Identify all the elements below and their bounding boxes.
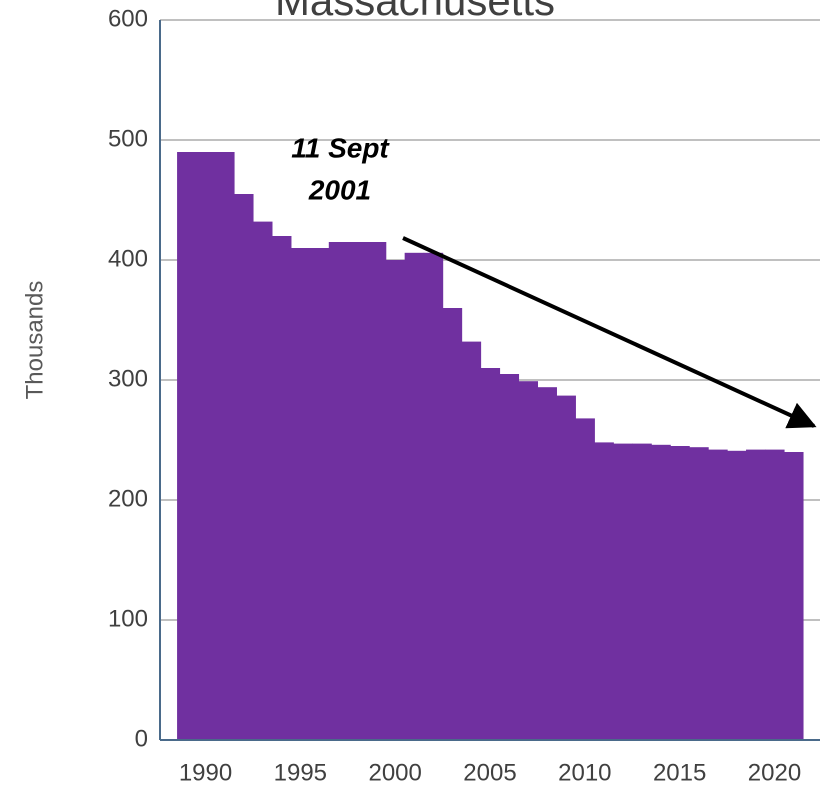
- annotation-arrow: [402, 236, 817, 429]
- y-tick-label: 400: [108, 245, 148, 272]
- bar: [575, 418, 595, 740]
- bar: [271, 236, 292, 740]
- bar: [594, 442, 614, 740]
- annotation: 2001: [308, 174, 371, 205]
- bar: [651, 444, 671, 740]
- y-tick-label: 100: [108, 605, 148, 632]
- x-tick-label: 2005: [463, 759, 516, 785]
- bar: [177, 152, 197, 740]
- bar: [215, 152, 235, 740]
- x-tick-label: 2015: [653, 759, 706, 785]
- bar: [442, 308, 463, 740]
- bar: [689, 447, 709, 740]
- y-tick-label: 0: [135, 725, 148, 752]
- y-tick-label: 600: [108, 5, 148, 32]
- bar: [518, 381, 539, 740]
- bar: [727, 450, 747, 740]
- bar: [461, 341, 482, 740]
- bar: [499, 374, 520, 740]
- bar: [423, 252, 444, 741]
- x-tick-label: 2010: [558, 759, 611, 785]
- bar: [309, 248, 330, 740]
- chart-title: Massachusetts: [275, 0, 555, 24]
- bar: [556, 395, 576, 740]
- bar: [233, 194, 254, 740]
- bar: [613, 443, 633, 740]
- bar: [347, 242, 368, 740]
- bar: [366, 242, 387, 740]
- y-tick-label: 200: [108, 485, 148, 512]
- bar: [632, 443, 652, 740]
- x-tick-label: 2000: [368, 759, 421, 785]
- bar: [783, 452, 804, 740]
- bar: [670, 446, 690, 740]
- x-tick-label: 1990: [179, 759, 232, 785]
- y-axis-label: Thousands: [21, 281, 48, 400]
- bar: [765, 449, 785, 740]
- y-tick-label: 300: [108, 365, 148, 392]
- bar: [746, 449, 766, 740]
- bars: [177, 152, 804, 741]
- bar: [537, 387, 557, 740]
- bar: [385, 260, 406, 740]
- x-tick-label: 1995: [274, 759, 327, 785]
- bar: [708, 449, 728, 740]
- annotation: 11 Sept: [291, 132, 390, 163]
- bar: [196, 152, 216, 740]
- y-tick-label: 500: [108, 125, 148, 152]
- x-tick-label: 2020: [748, 759, 801, 785]
- bar: [480, 368, 501, 740]
- bar: [252, 221, 273, 741]
- bar: [328, 242, 349, 740]
- bar: [404, 252, 425, 741]
- bar: [290, 248, 311, 740]
